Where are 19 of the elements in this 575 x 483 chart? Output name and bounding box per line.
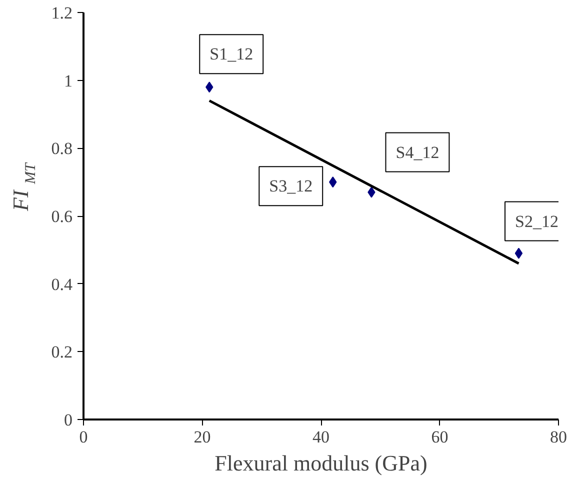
x-tick-label: 40 xyxy=(312,428,330,446)
y-tick-label: 0.2 xyxy=(51,342,72,362)
y-tick-label: 1.2 xyxy=(51,4,72,22)
annotation: S3_12 xyxy=(269,176,313,196)
x-tick-label: 60 xyxy=(431,428,448,446)
x-tick-label: 80 xyxy=(550,428,567,446)
annotation: S2_12 xyxy=(514,212,558,231)
y-tick-label: 0.8 xyxy=(51,139,72,158)
x-tick-label: 20 xyxy=(194,428,211,446)
y-tick-label: 0.4 xyxy=(51,274,73,294)
x-tick-label: 0 xyxy=(79,428,88,446)
y-axis-title: FIMT xyxy=(8,162,39,212)
annotation: S1_12 xyxy=(210,44,254,64)
x-axis-title: Flexural modulus (GPa) xyxy=(214,450,428,476)
point xyxy=(514,248,523,259)
y-tick-label: 0 xyxy=(64,410,72,430)
y-tick-label: 0.6 xyxy=(51,207,72,226)
y-tick-label: 1 xyxy=(64,71,72,90)
annotation: S4_12 xyxy=(396,142,440,162)
